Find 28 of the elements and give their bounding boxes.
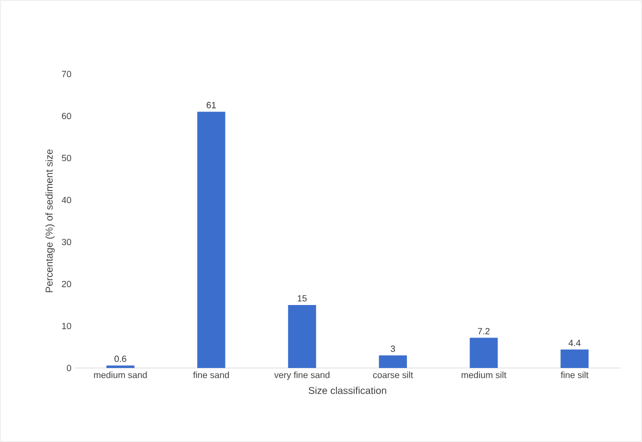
bar	[288, 305, 316, 368]
y-tick-label: 10	[62, 322, 72, 330]
y-tick-label: 60	[62, 112, 72, 120]
y-tick-label: 20	[62, 280, 72, 288]
x-tick-label: fine silt	[560, 372, 588, 378]
data-label: 61	[206, 102, 216, 108]
data-label: 4.4	[568, 340, 581, 346]
data-label: 3	[390, 346, 396, 352]
bar	[560, 350, 589, 368]
bar	[197, 112, 226, 368]
bar	[106, 365, 134, 368]
data-label: 15	[298, 295, 307, 302]
y-tick-label: 50	[62, 154, 72, 162]
bar	[470, 338, 498, 368]
x-tick-label: fine sand	[193, 372, 229, 378]
y-tick-label: 30	[62, 238, 72, 246]
x-tick-label: medium silt	[462, 372, 506, 378]
x-tick-label: very fine sand	[274, 372, 330, 380]
y-tick-label: 70	[62, 70, 72, 78]
x-axis-title: Size classification	[308, 386, 386, 394]
y-tick-label: 0	[66, 364, 72, 372]
data-label: 0.6	[114, 356, 126, 362]
y-tick-label: 40	[62, 196, 72, 204]
bar	[378, 355, 407, 368]
x-tick-label: coarse silt	[373, 372, 414, 378]
y-axis-title: Percentage (%) of sediment size	[45, 149, 55, 292]
data-label: 7.2	[478, 328, 490, 334]
x-tick-label: medium sand	[94, 372, 147, 378]
